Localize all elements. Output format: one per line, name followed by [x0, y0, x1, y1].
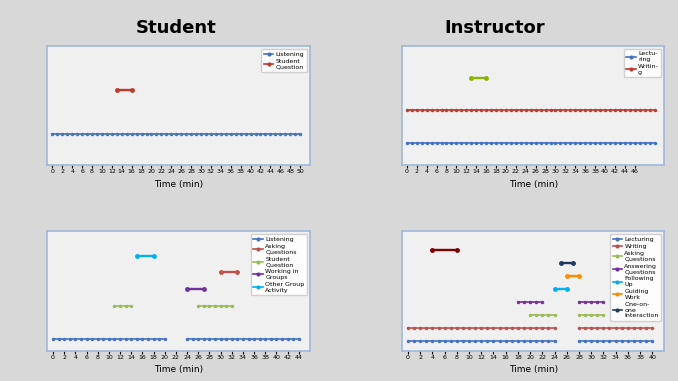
X-axis label: Time (min): Time (min): [508, 180, 558, 189]
Text: Instructor: Instructor: [445, 19, 545, 37]
X-axis label: Time (min): Time (min): [508, 365, 558, 374]
Legend: Lecturing, Writing, Asking
Questions, Answering
Questions, Following
Up, Guiding: Lecturing, Writing, Asking Questions, An…: [610, 234, 661, 321]
Legend: Listening, Student
Question: Listening, Student Question: [262, 49, 307, 72]
Legend: Lectu-
ring, Writin-
g: Lectu- ring, Writin- g: [624, 49, 661, 77]
X-axis label: Time (min): Time (min): [154, 180, 203, 189]
Legend: Listening, Asking
Questions, Student
Question, Working in
Groups, Other Group
Ac: Listening, Asking Questions, Student Que…: [251, 234, 307, 295]
Text: Student: Student: [136, 19, 217, 37]
X-axis label: Time (min): Time (min): [154, 365, 203, 374]
